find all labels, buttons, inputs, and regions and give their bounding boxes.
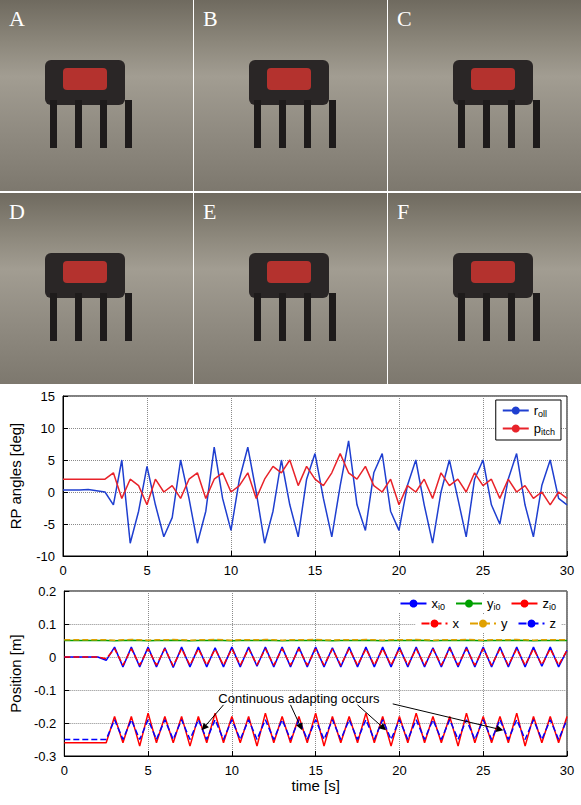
svg-text:oll: oll <box>538 409 547 419</box>
html-text:D: D <box>9 199 25 224</box>
svg-text:25: 25 <box>476 563 490 578</box>
svg-text:Position [m]: Position [m] <box>7 634 24 712</box>
svg-text:20: 20 <box>392 763 406 778</box>
html-text:A: A <box>9 6 25 31</box>
svg-text:p: p <box>534 421 541 436</box>
svg-text:-10: -10 <box>36 549 55 564</box>
svg-text:10: 10 <box>41 421 55 436</box>
html-text:F: F <box>397 199 410 224</box>
svg-text:i0: i0 <box>549 602 556 612</box>
svg-text:itch: itch <box>541 427 555 437</box>
svg-text:10: 10 <box>225 763 239 778</box>
svg-text:time [s]: time [s] <box>291 777 339 794</box>
svg-text:5: 5 <box>48 453 55 468</box>
svg-text:Continuous adapting occurs: Continuous adapting occurs <box>218 691 380 706</box>
svg-text:-0.2: -0.2 <box>34 716 56 731</box>
svg-text:15: 15 <box>308 563 322 578</box>
svg-text:0: 0 <box>61 763 68 778</box>
svg-text:15: 15 <box>308 763 322 778</box>
svg-text:y: y <box>487 596 494 611</box>
svg-text:y: y <box>501 616 508 631</box>
svg-text:-0.1: -0.1 <box>34 683 56 698</box>
svg-text:5: 5 <box>144 763 151 778</box>
html-text:B: B <box>203 6 218 31</box>
svg-text:i0: i0 <box>438 602 445 612</box>
svg-text:20: 20 <box>392 563 406 578</box>
svg-text:-5: -5 <box>43 517 55 532</box>
html-text:E: E <box>203 199 217 224</box>
svg-text:i0: i0 <box>493 602 500 612</box>
svg-text:z: z <box>550 616 557 631</box>
svg-text:x: x <box>431 596 438 611</box>
svg-text:RP angles [deg]: RP angles [deg] <box>7 423 24 529</box>
svg-text:-0.3: -0.3 <box>34 749 56 764</box>
svg-text:5: 5 <box>143 563 150 578</box>
html-text:C: C <box>397 6 412 31</box>
svg-text:0: 0 <box>48 485 55 500</box>
svg-text:r: r <box>533 403 539 418</box>
svg-text:0.2: 0.2 <box>38 584 56 599</box>
svg-text:0.1: 0.1 <box>38 617 56 632</box>
svg-text:0: 0 <box>59 563 66 578</box>
svg-text:0: 0 <box>49 650 56 665</box>
svg-text:30: 30 <box>560 563 574 578</box>
svg-text:25: 25 <box>476 763 490 778</box>
svg-text:x: x <box>453 616 460 631</box>
svg-text:30: 30 <box>560 763 574 778</box>
svg-text:15: 15 <box>41 389 55 404</box>
svg-text:z: z <box>542 596 549 611</box>
svg-text:10: 10 <box>224 563 238 578</box>
